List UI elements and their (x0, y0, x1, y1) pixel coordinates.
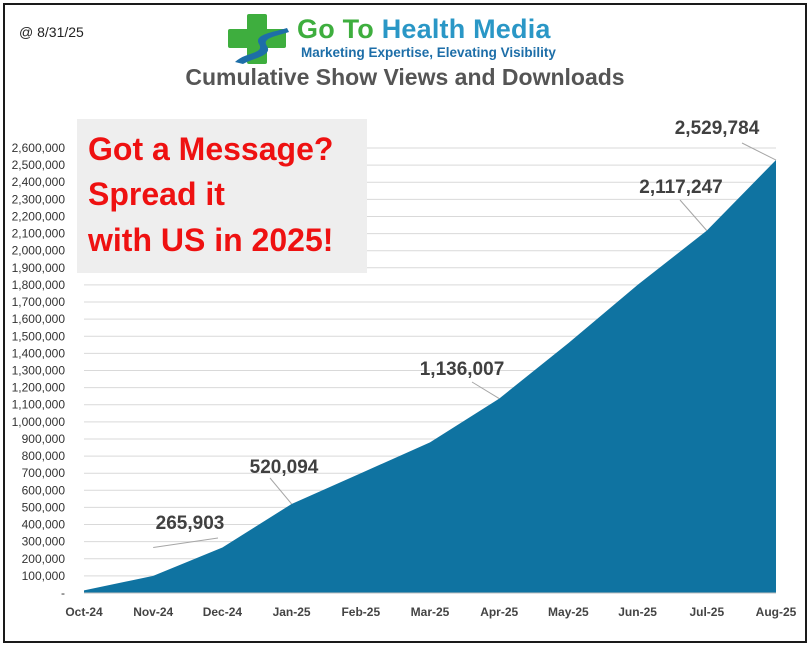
promo-line-1: Got a Message? (88, 131, 334, 167)
x-tick-label: May-25 (548, 605, 589, 619)
y-tick-label: 400,000 (22, 518, 66, 532)
data-label-leader (153, 537, 219, 548)
y-tick-label: 300,000 (22, 535, 66, 549)
y-tick-label: 100,000 (22, 569, 66, 583)
y-tick-label: 1,600,000 (12, 312, 66, 326)
data-label: 2,117,247 (639, 177, 722, 198)
y-tick-label: 1,800,000 (12, 278, 66, 292)
y-tick-label: 1,300,000 (12, 364, 66, 378)
x-tick-label: Apr-25 (480, 605, 518, 619)
x-tick-label: Dec-24 (203, 605, 243, 619)
x-tick-label: Mar-25 (411, 605, 450, 619)
y-tick-label: 600,000 (22, 483, 66, 497)
y-tick-label: 1,400,000 (12, 346, 66, 360)
y-tick-label: - (61, 586, 65, 600)
data-label: 520,094 (250, 457, 319, 478)
y-tick-label: 1,100,000 (12, 398, 66, 412)
data-label: 1,136,007 (420, 359, 505, 380)
x-tick-label: Oct-24 (65, 605, 103, 619)
promo-line-2: Spread it (88, 176, 225, 212)
y-tick-label: 1,500,000 (12, 329, 66, 343)
y-tick-label: 700,000 (22, 466, 66, 480)
cross-river-logo-icon (228, 14, 289, 64)
x-tick-label: Feb-25 (341, 605, 380, 619)
y-tick-label: 500,000 (22, 500, 66, 514)
y-tick-label: 2,600,000 (12, 141, 66, 155)
series-area (84, 160, 776, 593)
logo-name-go-to: Go To (297, 14, 382, 44)
y-tick-label: 1,000,000 (12, 415, 66, 429)
y-tick-label: 2,000,000 (12, 244, 66, 258)
data-label-leader (679, 199, 708, 231)
logo-tagline: Marketing Expertise, Elevating Visibilit… (301, 45, 556, 60)
y-tick-label: 900,000 (22, 432, 66, 446)
y-tick-label: 1,900,000 (12, 261, 66, 275)
data-label-leader (741, 142, 777, 161)
data-label: 265,903 (156, 513, 225, 534)
data-label-leader (471, 381, 500, 399)
x-tick-label: Nov-24 (133, 605, 173, 619)
as-of-date: @ 8/31/25 (19, 24, 84, 40)
x-tick-label: Jun-25 (618, 605, 657, 619)
data-label-leader (269, 477, 292, 505)
logo: Go To Health Media Marketing Expertise, … (225, 14, 605, 64)
y-tick-label: 2,300,000 (12, 192, 66, 206)
data-label: 2,529,784 (675, 118, 760, 139)
y-tick-label: 800,000 (22, 449, 66, 463)
x-tick-label: Jul-25 (689, 605, 724, 619)
y-tick-label: 2,200,000 (12, 209, 66, 223)
chart-title: Cumulative Show Views and Downloads (185, 64, 625, 90)
promo-line-3: with US in 2025! (88, 222, 334, 258)
y-tick-label: 200,000 (22, 552, 66, 566)
x-tick-label: Jan-25 (273, 605, 311, 619)
promo-box: Got a Message? Spread it with US in 2025… (77, 119, 367, 273)
logo-name-health-media: Health Media (381, 14, 551, 44)
x-tick-label: Aug-25 (756, 605, 797, 619)
y-tick-label: 1,700,000 (12, 295, 66, 309)
y-tick-label: 2,400,000 (12, 175, 66, 189)
logo-name: Go To Health Media (297, 14, 551, 45)
y-tick-label: 2,100,000 (12, 227, 66, 241)
y-tick-label: 1,200,000 (12, 381, 66, 395)
y-tick-label: 2,500,000 (12, 158, 66, 172)
